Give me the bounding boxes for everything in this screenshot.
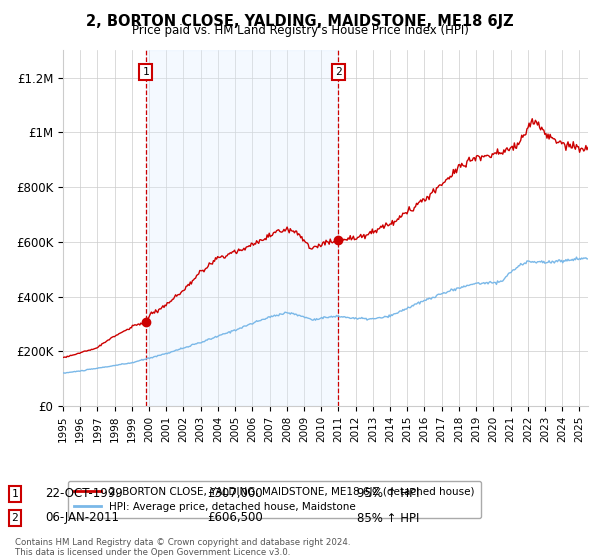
Legend: 2, BORTON CLOSE, YALDING, MAIDSTONE, ME18 6JZ (detached house), HPI: Average pri: 2, BORTON CLOSE, YALDING, MAIDSTONE, ME1… (68, 480, 481, 518)
Text: Contains HM Land Registry data © Crown copyright and database right 2024.
This d: Contains HM Land Registry data © Crown c… (15, 538, 350, 557)
Text: Price paid vs. HM Land Registry's House Price Index (HPI): Price paid vs. HM Land Registry's House … (131, 24, 469, 37)
Text: £606,500: £606,500 (207, 511, 263, 525)
Text: 1: 1 (142, 67, 149, 77)
Bar (146, 50, 338, 406)
Text: 1: 1 (11, 489, 19, 499)
Text: £307,000: £307,000 (207, 487, 263, 501)
Text: 2, BORTON CLOSE, YALDING, MAIDSTONE, ME18 6JZ: 2, BORTON CLOSE, YALDING, MAIDSTONE, ME1… (86, 14, 514, 29)
Text: 2: 2 (11, 513, 19, 523)
Text: 95% ↑ HPI: 95% ↑ HPI (357, 487, 419, 501)
Text: 22-OCT-1999: 22-OCT-1999 (45, 487, 123, 501)
Text: 06-JAN-2011: 06-JAN-2011 (45, 511, 119, 525)
Text: 2: 2 (335, 67, 342, 77)
Text: 85% ↑ HPI: 85% ↑ HPI (357, 511, 419, 525)
